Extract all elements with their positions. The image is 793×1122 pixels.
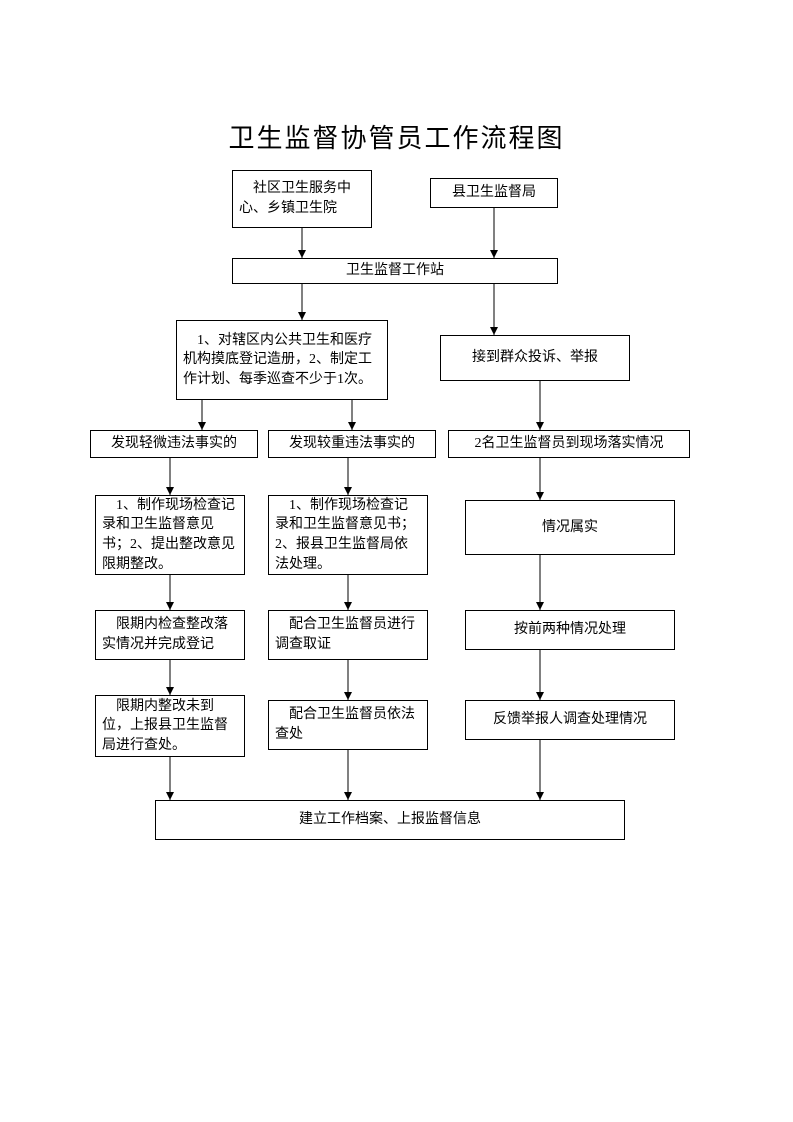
flowchart-node: 限期内整改未到位，上报县卫生监督局进行查处。 — [95, 695, 245, 757]
page-title: 卫生监督协管员工作流程图 — [0, 118, 793, 155]
flowchart-node: 1、对辖区内公共卫生和医疗机构摸底登记造册，2、制定工作计划、每季巡查不少于1次… — [176, 320, 388, 400]
flowchart-node: 接到群众投诉、举报 — [440, 335, 630, 381]
flowchart-node: 县卫生监督局 — [430, 178, 558, 208]
flowchart-node: 配合卫生监督员依法查处 — [268, 700, 428, 750]
flowchart-node: 配合卫生监督员进行调查取证 — [268, 610, 428, 660]
flowchart-node: 1、制作现场检查记录和卫生监督意见书；2、提出整改意见限期整改。 — [95, 495, 245, 575]
flowchart-node: 发现轻微违法事实的 — [90, 430, 258, 458]
flowchart-node: 1、制作现场检查记录和卫生监督意见书；2、报县卫生监督局依法处理。 — [268, 495, 428, 575]
flowchart-node: 建立工作档案、上报监督信息 — [155, 800, 625, 840]
flowchart-node: 卫生监督工作站 — [232, 258, 558, 284]
flowchart-node: 情况属实 — [465, 500, 675, 555]
flowchart-node: 社区卫生服务中心、乡镇卫生院 — [232, 170, 372, 228]
flowchart-node: 2名卫生监督员到现场落实情况 — [448, 430, 690, 458]
flowchart-node: 按前两种情况处理 — [465, 610, 675, 650]
flowchart-node: 发现较重违法事实的 — [268, 430, 436, 458]
flowchart-node: 限期内检查整改落实情况并完成登记 — [95, 610, 245, 660]
flowchart-node: 反馈举报人调查处理情况 — [465, 700, 675, 740]
